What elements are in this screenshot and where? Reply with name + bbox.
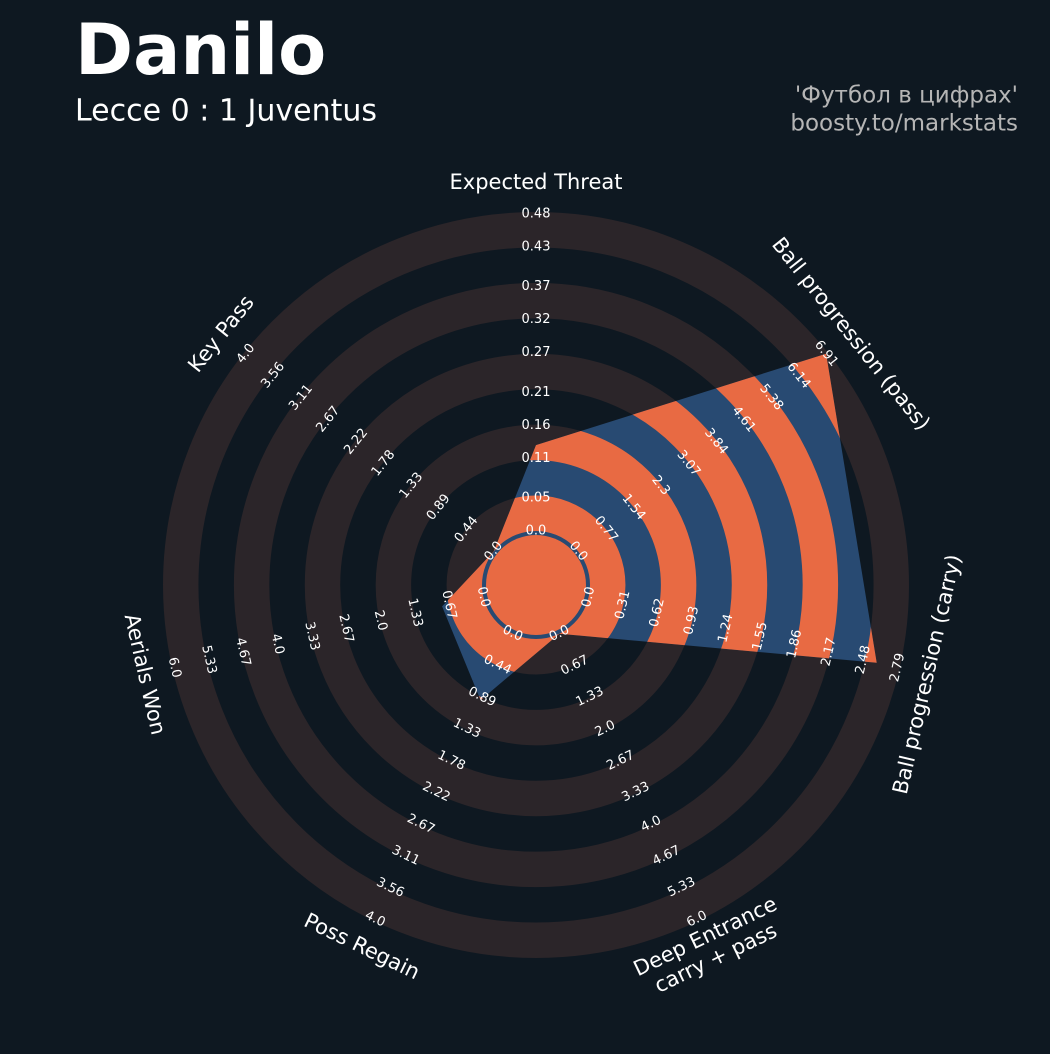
tick-label: 1.33 <box>404 597 425 629</box>
tick-label: 2.67 <box>335 613 356 645</box>
radar-band <box>442 353 839 701</box>
tick-label: 3.33 <box>301 620 322 652</box>
tick-label: 4.0 <box>268 632 287 656</box>
tick-label: 0.0 <box>526 524 547 539</box>
tick-label: 0.43 <box>522 240 551 255</box>
tick-label: 2.48 <box>853 644 874 676</box>
tick-label: 0.67 <box>438 589 459 621</box>
tick-label: 1.24 <box>715 613 736 645</box>
tick-label: 0.62 <box>647 597 668 629</box>
chart-title: Danilo <box>75 9 326 91</box>
chart-subtitle: Lecce 0 : 1 Juventus <box>75 94 377 129</box>
tick-label: 0.0 <box>474 585 493 609</box>
axis-label: Expected Threat <box>450 170 623 194</box>
tick-label: 0.05 <box>522 490 551 505</box>
tick-label: 2.17 <box>818 636 839 668</box>
tick-label: 0.11 <box>522 451 551 466</box>
tick-label: 4.67 <box>232 636 253 668</box>
tick-label: 0.31 <box>612 589 633 621</box>
tick-label: 0.93 <box>681 605 702 637</box>
tick-label: 2.79 <box>887 652 908 684</box>
tick-label: 5.33 <box>198 644 219 676</box>
tick-label: 1.55 <box>750 620 771 652</box>
tick-label: 1.86 <box>784 628 805 660</box>
credit: boosty.to/markstats <box>790 111 1018 137</box>
tick-label: 0.21 <box>522 385 551 400</box>
tick-label: 0.16 <box>522 418 551 433</box>
tick-label: 0.32 <box>522 312 551 327</box>
tick-label: 0.37 <box>522 279 551 294</box>
credit: 'Футбол в цифрах' <box>795 83 1018 109</box>
tick-label: 6.0 <box>165 656 184 680</box>
ring <box>163 212 909 958</box>
axis-label: Aerials Won <box>120 611 171 737</box>
tick-label: 0.27 <box>522 345 551 360</box>
center-circle <box>486 535 586 635</box>
tick-label: 0.48 <box>522 207 551 222</box>
tick-label: 2.0 <box>371 609 390 633</box>
tick-label: 0.0 <box>579 585 598 609</box>
